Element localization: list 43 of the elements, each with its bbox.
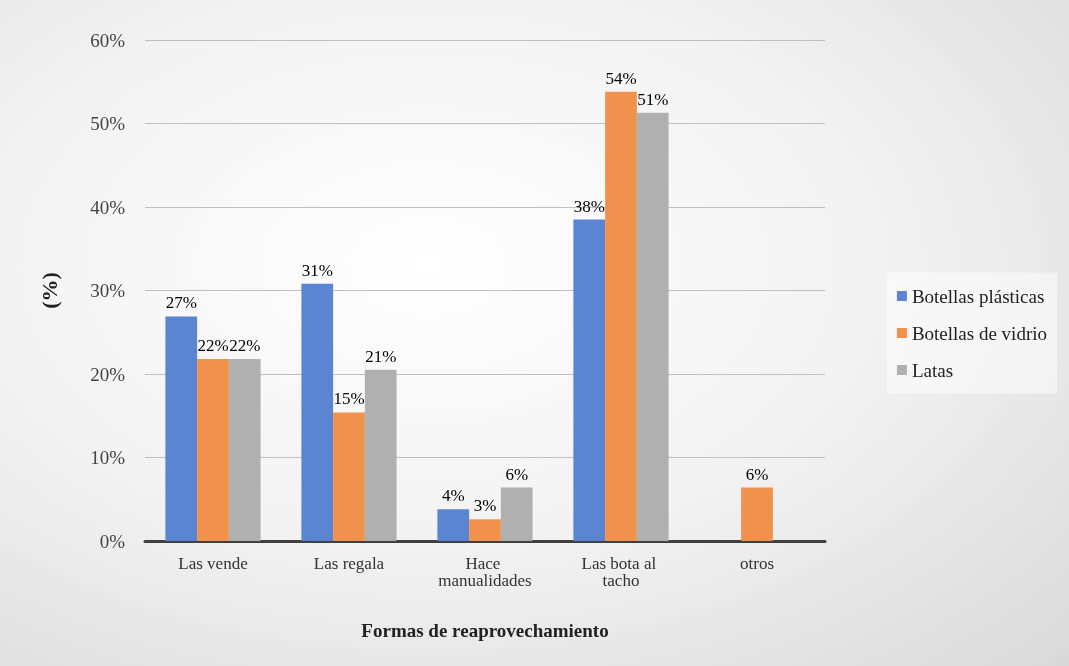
bar bbox=[605, 91, 637, 541]
y-tick-label: 30% bbox=[90, 280, 126, 301]
bar bbox=[165, 316, 198, 541]
x-tick-label: Las regala bbox=[313, 554, 385, 573]
data-label: 51% bbox=[637, 89, 669, 109]
y-tick-label: 50% bbox=[90, 113, 126, 134]
bar bbox=[469, 519, 501, 541]
data-label: 27% bbox=[165, 293, 197, 313]
bar bbox=[636, 112, 669, 541]
data-label: 15% bbox=[333, 389, 365, 409]
bar bbox=[301, 283, 334, 541]
legend-label: Latas bbox=[911, 359, 954, 381]
y-tick-label: 60% bbox=[90, 29, 126, 51]
bar bbox=[573, 219, 606, 541]
data-label: 38% bbox=[573, 196, 605, 216]
x-tick-label: Hace manualidades bbox=[438, 554, 532, 590]
bar bbox=[333, 412, 365, 541]
y-tick-label: 20% bbox=[90, 363, 126, 385]
data-label: 6% bbox=[505, 464, 529, 484]
y-tick-label: 10% bbox=[90, 447, 126, 468]
y-tick-label: 0% bbox=[99, 530, 126, 552]
data-label: 4% bbox=[441, 486, 465, 506]
bar bbox=[197, 358, 229, 541]
x-tick-label: otros bbox=[740, 554, 774, 573]
x-tick-label: Las vende bbox=[178, 554, 248, 573]
data-label: 31% bbox=[301, 260, 333, 280]
data-label: 6% bbox=[745, 464, 769, 484]
x-tick-label: Las bota al tacho bbox=[581, 554, 661, 590]
data-label: 21% bbox=[365, 346, 397, 366]
data-label: 22% bbox=[229, 335, 261, 355]
y-axis-title: (%) bbox=[36, 272, 62, 309]
x-axis-title: Formas de reaprovechamiento bbox=[361, 620, 609, 641]
legend-label: Botellas plásticas bbox=[911, 285, 1045, 307]
data-label: 54% bbox=[605, 68, 637, 88]
data-label: 3% bbox=[473, 496, 497, 516]
bar bbox=[741, 487, 773, 541]
bar bbox=[228, 358, 261, 541]
legend-label: Botellas de vidrio bbox=[911, 322, 1048, 344]
y-tick-label: 40% bbox=[90, 196, 126, 218]
bar bbox=[364, 369, 397, 541]
bar bbox=[437, 509, 470, 541]
data-label: 22% bbox=[197, 335, 229, 355]
bar bbox=[500, 487, 533, 541]
